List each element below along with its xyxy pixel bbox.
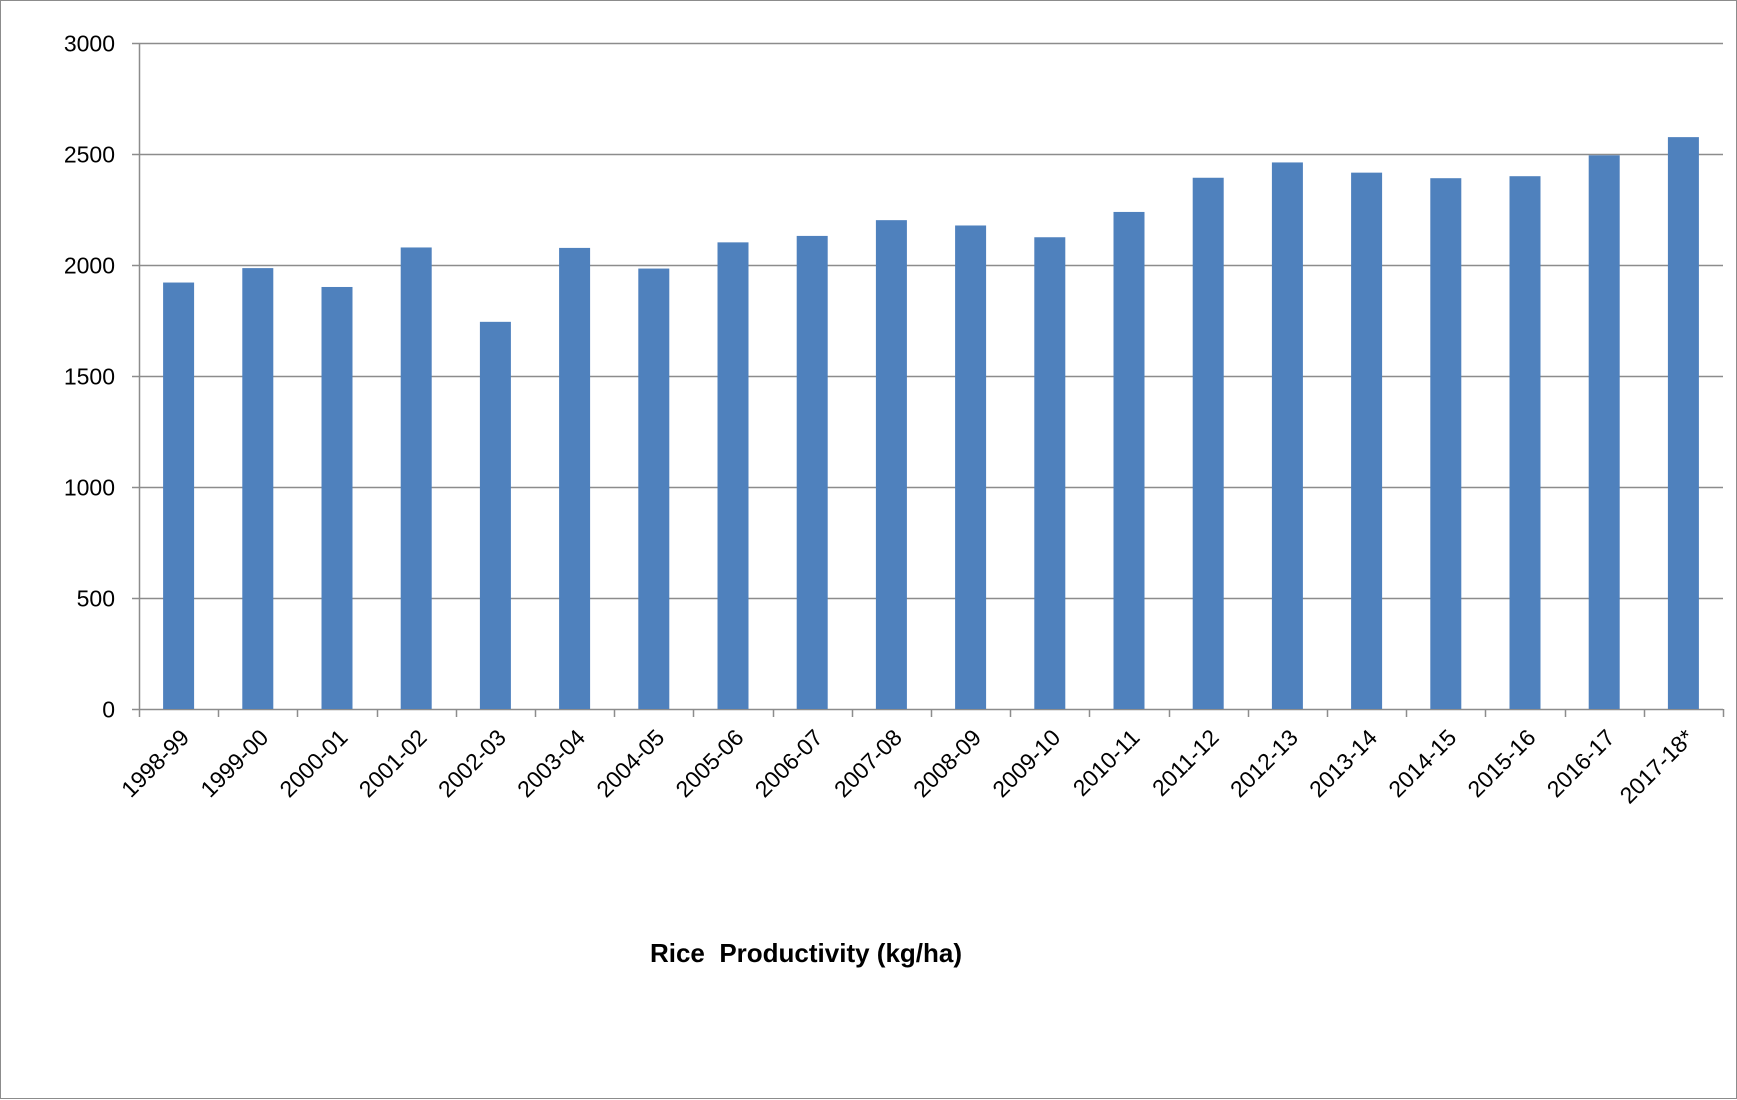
y-tick-labels: 0 500 1000 1500 2000 2500 3000 — [64, 31, 115, 723]
bar-2008-09 — [955, 225, 987, 709]
bar-2007-08 — [875, 220, 907, 709]
x-tick-label: 2001-02 — [354, 724, 432, 802]
bar-1998-99 — [163, 282, 195, 709]
x-tick-label: 2017-18* — [1615, 724, 1699, 808]
bar-2010-11 — [1113, 211, 1145, 709]
legend-series-label: Rice Productivity (kg/ha) — [650, 938, 962, 968]
bar-2003-04 — [559, 247, 591, 709]
x-tick-label: 2003-04 — [512, 724, 590, 802]
bar-2004-05 — [638, 268, 670, 709]
x-tick-label: 2011-12 — [1147, 724, 1224, 801]
bar-2016-17 — [1588, 155, 1620, 709]
bar-2006-07 — [796, 235, 828, 709]
x-tick-label: 2015-16 — [1462, 724, 1540, 802]
y-tick-label: 1000 — [64, 475, 115, 501]
bar-2002-03 — [479, 321, 511, 709]
bar-2014-15 — [1430, 178, 1462, 709]
bar-2001-02 — [400, 247, 432, 709]
x-tick-label: 2007-08 — [829, 724, 907, 802]
bar-1999-00 — [242, 268, 274, 709]
bar-2012-13 — [1271, 162, 1303, 709]
x-tick-label: 2002-03 — [433, 724, 511, 802]
x-tick-labels: 1998-99 1999-00 2000-01 2001-02 2002-03 2003-… — [116, 724, 1699, 809]
axes — [132, 42, 1725, 717]
x-tick-label: 2005-06 — [670, 724, 748, 802]
bar-2015-16 — [1509, 176, 1541, 709]
bar-2009-10 — [1034, 237, 1066, 709]
x-tick-label: 1999-00 — [195, 724, 273, 802]
y-tick-label: 3000 — [64, 31, 115, 57]
bar-2011-12 — [1192, 177, 1224, 709]
bar-2005-06 — [717, 242, 749, 709]
y-tick-label: 1500 — [64, 364, 115, 390]
x-tick-label: 2012-13 — [1225, 724, 1303, 802]
y-tick-label: 2500 — [64, 142, 115, 168]
bar-2013-14 — [1351, 172, 1383, 709]
bars — [163, 137, 1699, 710]
x-tick-label: 2013-14 — [1304, 724, 1382, 802]
x-tick-label: 2016-17 — [1542, 724, 1620, 802]
x-tick-label: 2010-11 — [1068, 724, 1145, 801]
bar-2017-18 — [1667, 137, 1699, 710]
x-tick-label: 2009-10 — [987, 724, 1065, 802]
gridlines — [139, 42, 1723, 600]
y-tick-label: 0 — [102, 697, 115, 723]
y-tick-label: 500 — [77, 586, 115, 612]
x-tick-label: 2008-09 — [908, 724, 986, 802]
x-tick-label: 2000-01 — [274, 724, 352, 802]
x-tick-label: 1998-99 — [116, 724, 194, 802]
x-tick-label: 2004-05 — [591, 724, 669, 802]
x-tick-label: 2006-07 — [750, 724, 828, 802]
x-tick-label: 2014-15 — [1383, 724, 1461, 802]
bar-2000-01 — [321, 286, 353, 709]
y-tick-label: 2000 — [64, 253, 115, 279]
